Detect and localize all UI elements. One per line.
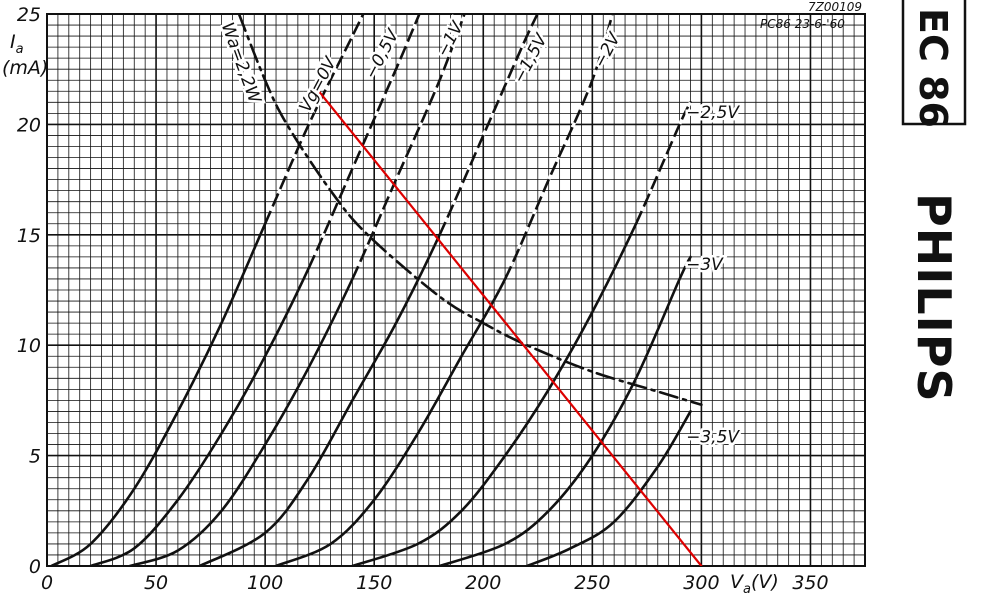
x-tick-label: 100 <box>247 572 283 594</box>
tube-type: EC 86 <box>911 8 955 128</box>
curve-label: −3,5V <box>686 427 740 447</box>
curve-label: −2,5V <box>686 103 740 123</box>
y-tick-label: 15 <box>17 225 41 247</box>
curve-label-halo: −3V <box>686 255 724 275</box>
brand-logo-text: PHILIPS <box>907 193 961 403</box>
x-tick-label: 150 <box>356 572 392 594</box>
x-axis-label: Va(V) <box>730 571 779 597</box>
grid-voltage-curve <box>274 14 614 566</box>
plot-frame <box>46 13 866 567</box>
grid <box>46 13 866 567</box>
tube-type-frame <box>901 0 967 126</box>
x-tick-label: 300 <box>683 572 719 594</box>
curve-dash-gap <box>307 14 422 269</box>
drawing-note: PC86 23-6-'60 <box>760 17 845 31</box>
y-tick-label: 0 <box>29 556 41 578</box>
drawing-ref: 7Z00109 <box>808 0 862 14</box>
y-tick-label: 20 <box>17 114 41 136</box>
x-tick-label: 350 <box>792 572 828 594</box>
curve-label-halo: −2,5V <box>686 103 740 123</box>
y-tick-label: 10 <box>17 335 41 357</box>
curve-dash-gap <box>438 14 540 236</box>
curve-dash-gap <box>634 101 692 225</box>
max-dissipation-curve <box>237 14 703 407</box>
curves <box>50 14 703 566</box>
grid-voltage-curve <box>525 410 692 566</box>
x-tick-label: 0 <box>41 572 53 594</box>
grid-voltage-curve <box>198 14 539 566</box>
grid-voltage-curve <box>89 14 421 566</box>
curve-label-halo: −3,5V <box>686 427 740 447</box>
x-tick-label: 200 <box>465 572 501 594</box>
x-tick-label: 250 <box>574 572 610 594</box>
y-tick-label: 25 <box>17 4 41 26</box>
x-tick-label: 50 <box>144 572 168 594</box>
y-axis-label: Ia <box>10 31 24 57</box>
curve-label: −3V <box>686 255 724 275</box>
y-axis-unit: (mA) <box>2 57 48 79</box>
load-line <box>314 85 703 566</box>
grid-voltage-curve <box>438 255 692 566</box>
y-tick-label: 5 <box>29 446 41 468</box>
grid-voltage-curve <box>128 14 466 566</box>
